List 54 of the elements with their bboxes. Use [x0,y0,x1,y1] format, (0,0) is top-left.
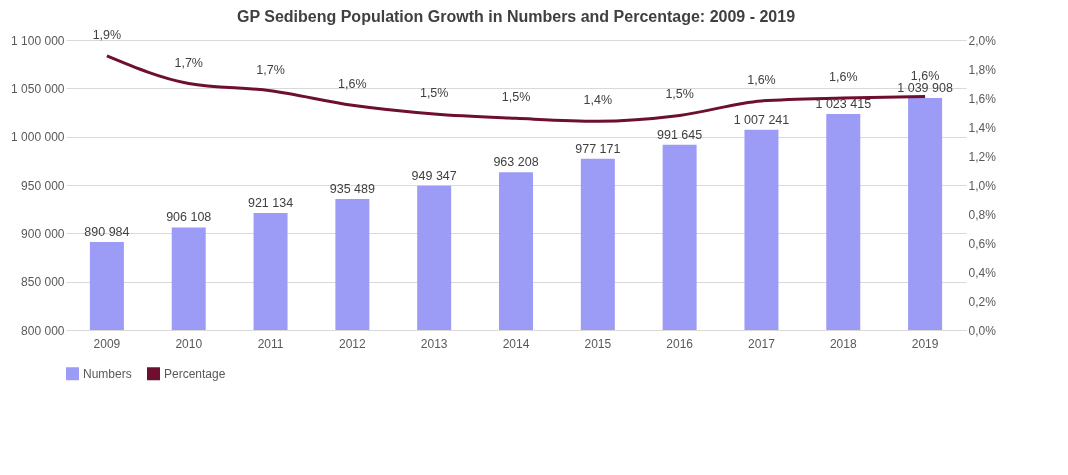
y-tick-label: 900 000 [21,226,65,241]
data-label: 991 645 [657,127,703,142]
y2-tick-label: 0,4% [968,265,997,280]
chart-title: GP Sedibeng Population Growth in Numbers and Percentage: 2009 - 2019 [236,7,796,25]
data-label: 1 023 415 [815,97,872,112]
y-tick-label: 800 000 [21,323,65,338]
data-label: 1 039 908 [897,81,953,96]
legend-label: Percentage [164,366,226,381]
y-tick-label: 850 000 [21,275,65,290]
data-label: 977 171 [575,141,621,156]
data-label: 1,5% [665,87,694,102]
y2-tick-label: 0,0% [968,323,997,338]
y2-tick-label: 1,2% [968,149,997,164]
x-tick-label: 2016 [666,336,694,351]
x-tick-label: 2014 [502,336,530,351]
y-tick-label: 950 000 [21,178,65,193]
x-tick-label: 2013 [420,336,448,351]
y2-tick-label: 1,8% [968,62,997,77]
y2-tick-label: 0,6% [968,236,997,251]
data-label: 1,6% [910,68,940,83]
data-label: 1,4% [583,93,613,108]
y2-tick-label: 0,2% [968,294,997,309]
x-tick-label: 2012 [339,336,367,351]
data-label: 890 984 [84,225,130,240]
y2-tick-label: 0,8% [968,207,997,222]
data-label: 921 134 [247,195,294,210]
x-tick-label: 2009 [93,336,121,351]
y-tick-label: 1 100 000 [11,33,65,48]
data-label: 1,7% [256,62,285,77]
x-tick-label: 2011 [257,336,284,351]
data-label: 1,6% [747,72,776,87]
data-label: 1,7% [174,55,203,70]
data-label: 1,9% [92,27,122,42]
x-tick-label: 2010 [175,336,203,351]
x-tick-label: 2015 [584,336,612,351]
x-tick-label: 2017 [748,336,776,351]
data-label: 906 108 [166,210,212,225]
x-tick-label: 2018 [829,336,857,351]
data-label: 949 347 [411,168,457,183]
data-label: 1,6% [338,77,367,92]
legend-label: Numbers [83,366,132,381]
data-label: 1,5% [419,85,449,100]
x-tick-label: 2019 [911,336,939,351]
y2-tick-label: 1,6% [968,91,997,106]
data-label: 935 489 [329,182,375,197]
y-tick-label: 1 050 000 [11,81,65,96]
data-label: 1,5% [501,90,531,105]
data-label: 1,6% [829,70,858,84]
y2-tick-label: 1,4% [968,120,997,135]
y2-tick-label: 2,0% [968,33,997,48]
data-label: 963 208 [493,155,539,170]
data-label: 1 007 241 [733,112,790,127]
y2-tick-label: 1,0% [968,178,997,193]
y-tick-label: 1 000 000 [11,130,65,145]
